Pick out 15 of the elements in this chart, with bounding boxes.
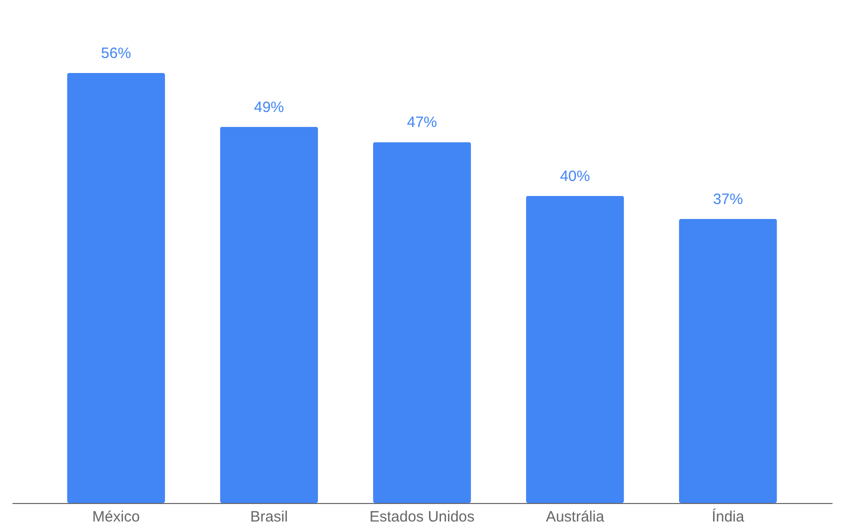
x-tick-label: Austrália <box>546 508 605 526</box>
data-label: 37% <box>712 190 743 208</box>
bar <box>220 126 318 503</box>
data-label: 40% <box>560 168 590 185</box>
data-label: 49% <box>254 98 284 116</box>
data-label: 56% <box>101 45 132 62</box>
bar <box>526 196 624 503</box>
x-tick-label: Índia <box>712 508 745 526</box>
bar <box>373 142 471 503</box>
bar <box>67 73 165 503</box>
bar <box>679 218 777 503</box>
data-label: 47% <box>406 114 438 132</box>
x-tick-label: Estados Unidos <box>369 508 475 526</box>
x-tick-label: México <box>92 508 140 526</box>
x-tick-label: Brasil <box>250 508 288 526</box>
